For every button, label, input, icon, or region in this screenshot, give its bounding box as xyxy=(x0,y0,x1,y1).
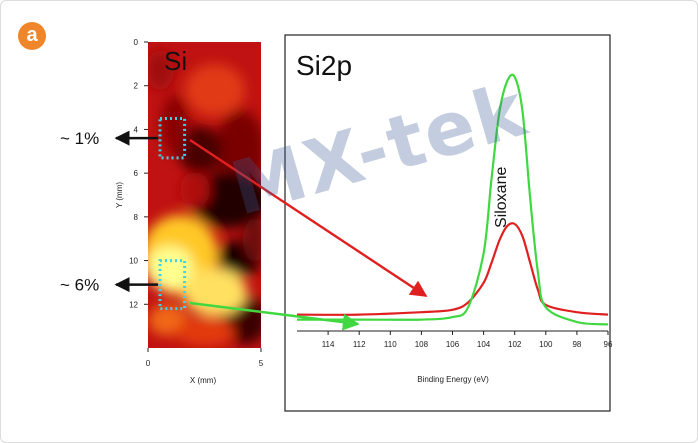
heatmap-x-tick-label: 5 xyxy=(259,359,264,368)
region-marker xyxy=(158,259,187,311)
siloxane-annotation: Siloxane xyxy=(493,167,510,228)
heatmap-y-label: Y (mm) xyxy=(115,182,124,208)
heatmap-y-ticks: 0 2 4 6 8 10 12 xyxy=(129,38,148,309)
spectrum-x-tick-label: 104 xyxy=(477,340,491,349)
spectrum-x-tick-label: 110 xyxy=(384,340,397,349)
heatmap-y-tick-label: 10 xyxy=(129,257,138,266)
spectrum-x-label: Binding Energy (eV) xyxy=(417,375,489,384)
spectrum-x-tick-label: 96 xyxy=(604,340,613,349)
region-percent-label: ~ 6% xyxy=(60,276,99,295)
spectrum-x-tick-label: 108 xyxy=(415,340,429,349)
region-marker xyxy=(158,117,187,160)
heatmap-y-tick-label: 0 xyxy=(134,38,139,47)
heatmap-y-tick-label: 2 xyxy=(134,82,139,91)
spectrum-frame xyxy=(284,34,611,412)
heatmap-y-tick-label: 4 xyxy=(134,125,139,134)
heatmap-x-label: X (mm) xyxy=(190,376,217,385)
spectrum-series xyxy=(296,73,609,326)
spectrum-x-tick-label: 114 xyxy=(322,340,335,349)
panel-label-badge: a xyxy=(18,22,46,50)
spectrum-x-tick-label: 98 xyxy=(572,340,581,349)
heatmap-regions: ~ 1% ~ 6% xyxy=(60,117,187,311)
green-region-arrow xyxy=(189,301,360,331)
spectrum-x-tick-label: 106 xyxy=(446,340,460,349)
red-region-arrow xyxy=(189,138,428,298)
spectrum-title: Si2p xyxy=(296,50,352,81)
region-percent-label: ~ 1% xyxy=(60,129,99,148)
heatmap-y-tick-label: 12 xyxy=(129,300,138,309)
heatmap-y-tick-label: 6 xyxy=(134,169,139,178)
spectrum-x-ticks: 114 112 110 108 106 104 102 100 98 96 xyxy=(322,331,613,349)
heatmap-title: Si xyxy=(164,46,187,76)
spectrum-x-tick-label: 112 xyxy=(353,340,366,349)
series-line-green xyxy=(297,73,609,326)
si2p-spectrum: Si2p 114 112 110 108 106 104 102 100 98 96 Bindin… xyxy=(284,34,613,412)
heatmap-x-tick-label: 0 xyxy=(146,359,151,368)
heatmap-y-tick-label: 8 xyxy=(134,213,139,222)
spectrum-x-tick-label: 102 xyxy=(508,340,522,349)
spectrum-x-tick-label: 100 xyxy=(539,340,553,349)
heatmap-image xyxy=(148,42,261,348)
